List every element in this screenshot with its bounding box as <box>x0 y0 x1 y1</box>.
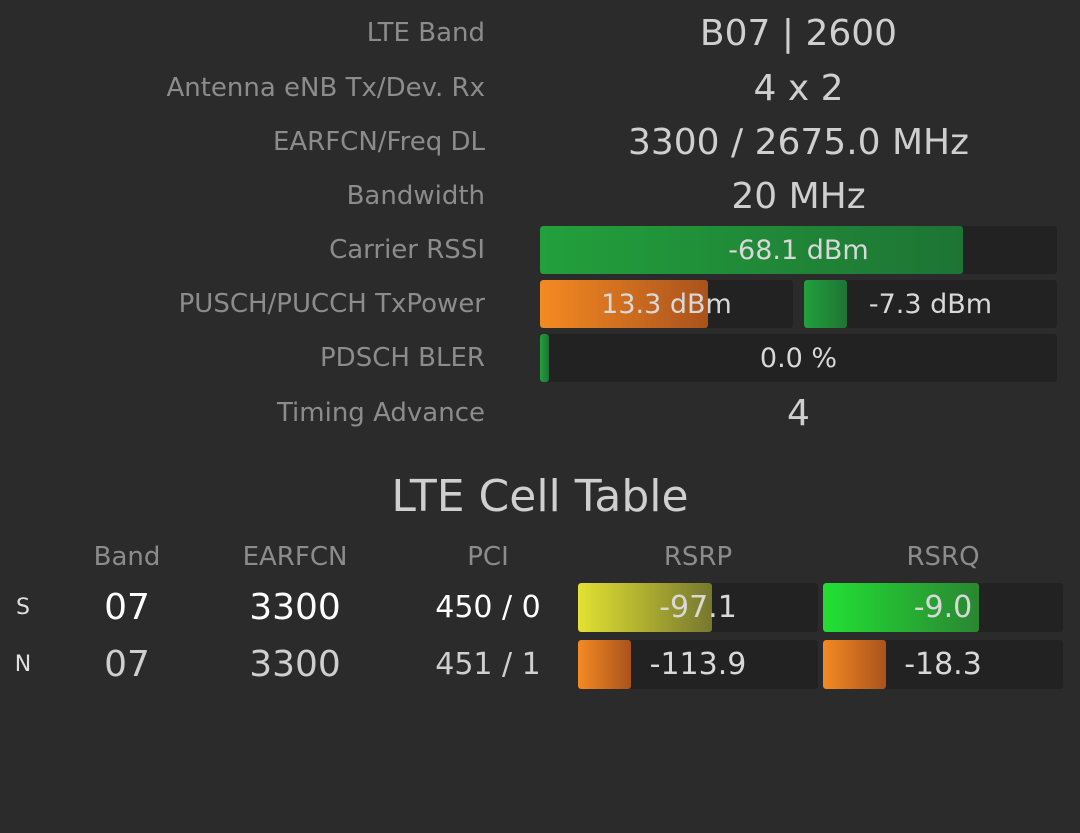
value: 20 MHz <box>731 176 866 217</box>
bar-fill <box>823 583 979 632</box>
value: 4 x 2 <box>753 68 844 109</box>
column-header: PCI <box>467 542 509 572</box>
pusch-bar: 13.3 dBm <box>540 280 793 328</box>
bar-fill <box>804 280 847 328</box>
rssi-bar: -68.1 dBm <box>540 226 1057 274</box>
cell-type: S <box>16 595 30 620</box>
value: 0.0 % <box>759 342 838 374</box>
bar-fill <box>823 640 886 689</box>
cell-type: N <box>14 652 32 677</box>
pucch-bar: -7.3 dBm <box>804 280 1057 328</box>
label: PUSCH/PUCCH TxPower <box>178 289 485 319</box>
bar-fill <box>540 334 549 382</box>
column-header: EARFCN <box>242 542 348 572</box>
value: -7.3 dBm <box>868 288 993 320</box>
rsrq: -18.3 <box>904 647 982 682</box>
earfcn: 3300 <box>249 587 341 628</box>
pci: 450 / 0 <box>435 590 541 625</box>
label: Antenna eNB Tx/Dev. Rx <box>166 73 485 103</box>
label: Carrier RSSI <box>329 235 485 265</box>
band: 07 <box>104 644 150 685</box>
rsrp-bar: -113.9 <box>578 640 818 689</box>
rsrq-bar: -9.0 <box>823 583 1063 632</box>
column-header: RSRQ <box>906 542 980 572</box>
label: Timing Advance <box>276 398 485 428</box>
label: LTE Band <box>366 18 485 48</box>
rsrp-bar: -97.1 <box>578 583 818 632</box>
earfcn: 3300 <box>249 644 341 685</box>
label: Bandwidth <box>346 181 485 211</box>
bar-fill <box>540 226 963 274</box>
bar-fill <box>578 640 631 689</box>
pci: 451 / 1 <box>435 647 541 682</box>
value: -68.1 dBm <box>728 234 869 266</box>
bar-fill <box>578 583 712 632</box>
bar-fill <box>540 280 708 328</box>
rsrp: -97.1 <box>659 590 737 625</box>
rsrq-bar: -18.3 <box>823 640 1063 689</box>
value: B07 | 2600 <box>699 13 898 54</box>
rsrq: -9.0 <box>913 590 973 625</box>
rsrp: -113.9 <box>649 647 747 682</box>
value: 3300 / 2675.0 MHz <box>627 122 970 163</box>
bler-bar: 0.0 % <box>540 334 1057 382</box>
column-header: RSRP <box>663 542 733 572</box>
label: EARFCN/Freq DL <box>272 127 485 157</box>
band: 07 <box>104 587 150 628</box>
column-header: Band <box>93 542 161 572</box>
label: PDSCH BLER <box>320 343 485 373</box>
value: 13.3 dBm <box>601 288 732 320</box>
value: 4 <box>787 393 810 434</box>
table-title: LTE Cell Table <box>391 471 689 522</box>
